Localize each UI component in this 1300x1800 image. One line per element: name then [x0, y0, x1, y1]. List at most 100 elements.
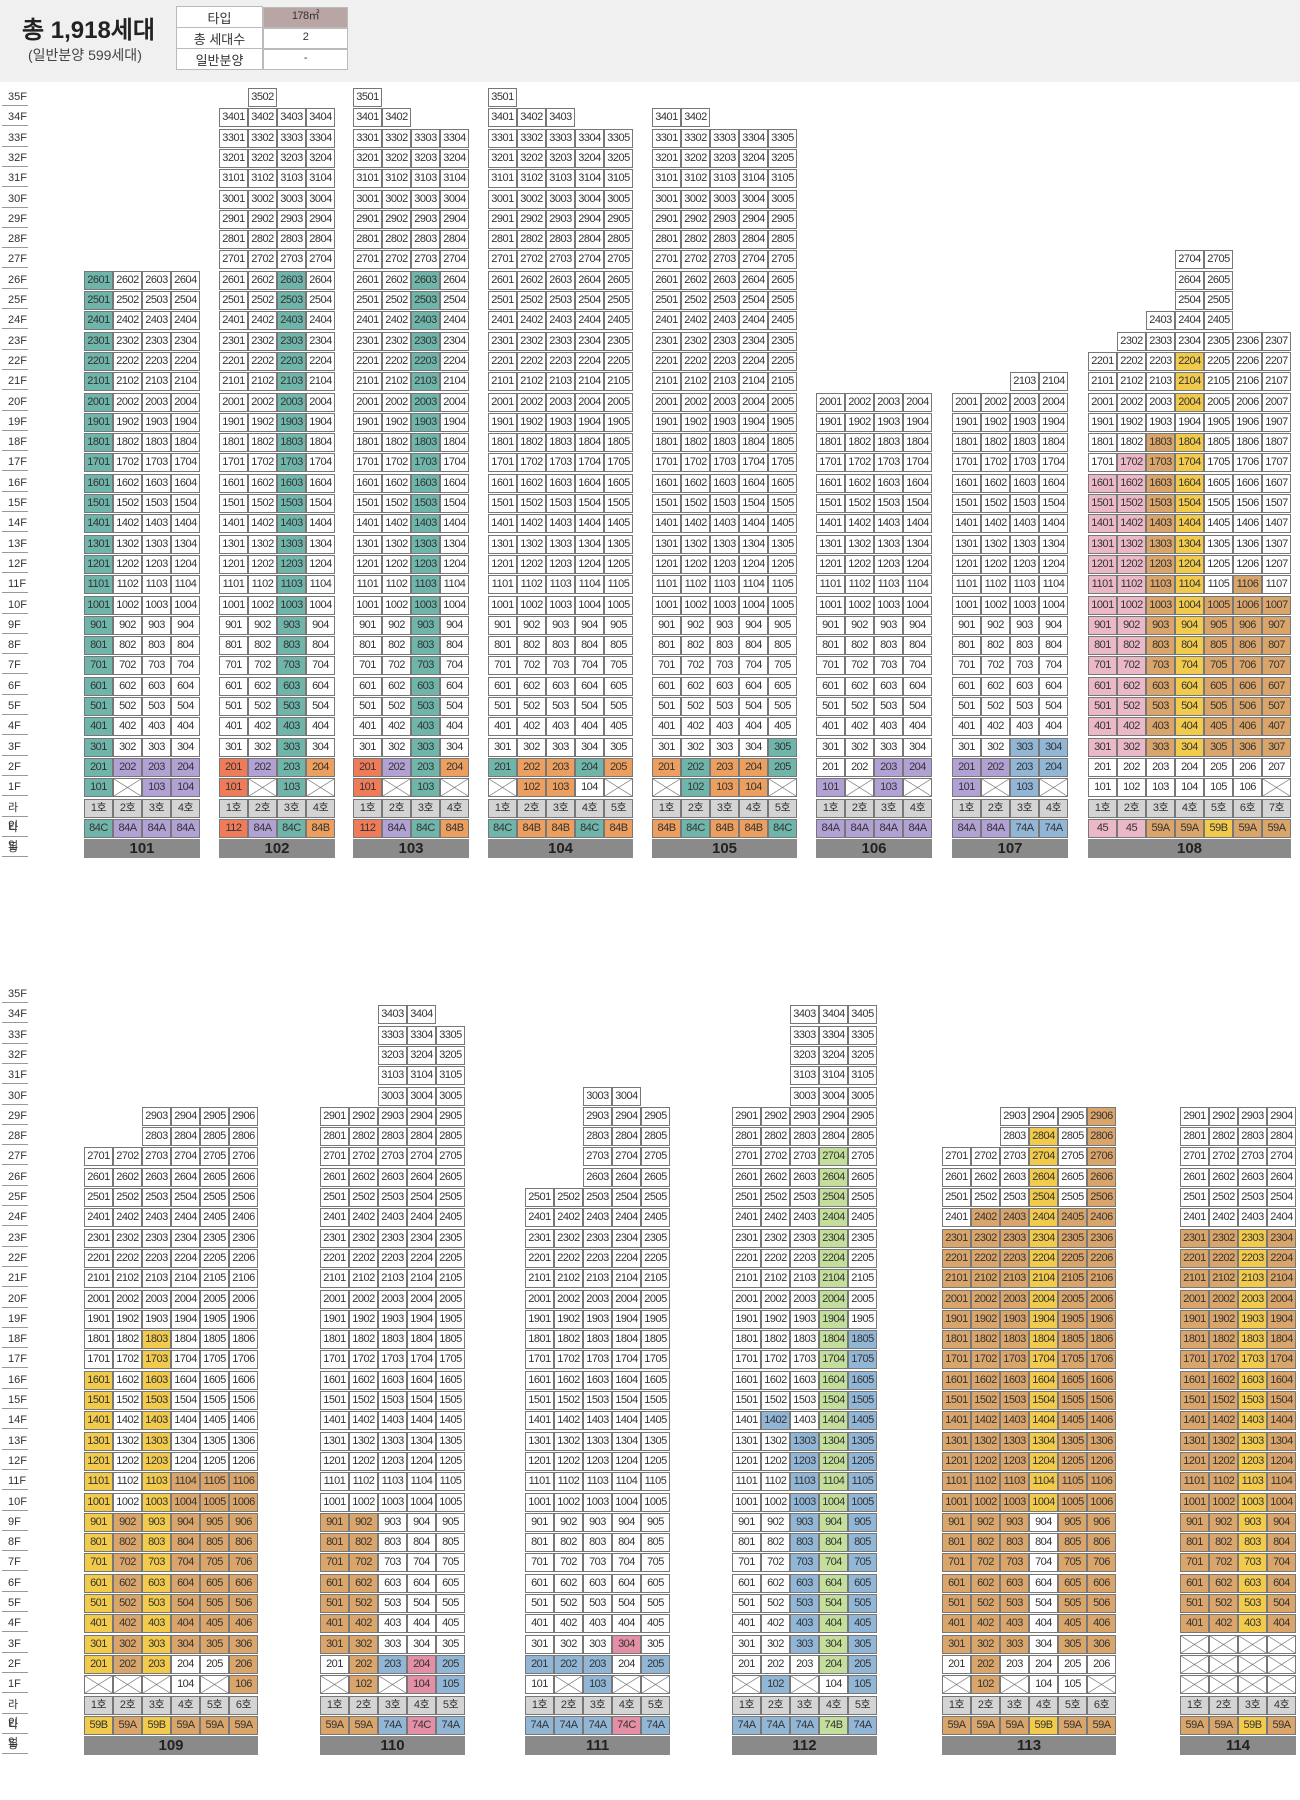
unit-cell: 603 — [378, 1573, 407, 1593]
unit-cell: 2303 — [142, 1228, 171, 1248]
unit-cell: 605 — [436, 1573, 465, 1593]
unit-cell: 502 — [761, 1594, 790, 1613]
unit-cell: 604 — [1029, 1573, 1058, 1593]
unit-cell: 104 — [1175, 778, 1204, 798]
unit-cell: 301 — [488, 737, 517, 757]
building-number: 111 — [525, 1736, 670, 1756]
unit-cell: 704 — [739, 656, 768, 676]
unit-cell: 1505 — [1058, 1391, 1087, 1410]
unit-cell: 1903 — [277, 412, 306, 432]
unit-cell: 2202 — [1209, 1248, 1238, 1268]
unit-cell: 1607 — [1262, 473, 1291, 493]
unit-cell: 2404 — [171, 311, 200, 331]
unit-cell — [1180, 1634, 1209, 1654]
floor-label: 29F — [2, 1107, 28, 1125]
unit-cell: 2003 — [1238, 1289, 1267, 1309]
floor-label: 14F — [2, 1411, 28, 1430]
unit-cell: 2005 — [768, 392, 797, 412]
unit-cell: 3105 — [604, 169, 633, 189]
unit-cell: 503 — [142, 697, 171, 716]
unit-cell: 1703 — [1000, 1350, 1029, 1370]
unit-cell: 2304 — [1267, 1228, 1296, 1248]
unit-cell: 3301 — [652, 128, 681, 148]
unit-cell: 1402 — [113, 1411, 142, 1431]
unit-cell: 405 — [1058, 1614, 1087, 1634]
unit-cell: 2403 — [277, 311, 306, 331]
unit-cell: 204 — [306, 757, 335, 777]
unit-cell: 2903 — [378, 1106, 407, 1126]
unit-cell: 2404 — [575, 311, 604, 331]
unit-cell: 2404 — [171, 1208, 200, 1228]
unit-cell: 504 — [739, 697, 768, 716]
line-label: 3호 — [142, 1695, 171, 1715]
unit-cell: 1205 — [200, 1451, 229, 1471]
unit-cell: 2104 — [739, 372, 768, 392]
unit-cell: 1002 — [349, 1492, 378, 1512]
unit-cell: 2304 — [612, 1228, 641, 1248]
unit-cell: 505 — [1058, 1594, 1087, 1613]
unit-cell: 1201 — [816, 554, 845, 574]
unit-cell: 2904 — [306, 209, 335, 229]
building-number: 112 — [732, 1736, 877, 1756]
line-label: 3호 — [411, 798, 440, 818]
unit-cell: 1202 — [382, 554, 411, 574]
unit-cell: 804 — [575, 636, 604, 656]
unit-cell: 2403 — [378, 1208, 407, 1228]
unit-cell: 1303 — [378, 1431, 407, 1451]
unit-cell: 305 — [1204, 737, 1233, 757]
unit-cell: 804 — [1029, 1533, 1058, 1553]
unit-cell: 503 — [1238, 1594, 1267, 1613]
unit-cell — [1209, 1654, 1238, 1674]
unit-cell: 2305 — [1204, 331, 1233, 351]
line-label: 6호 — [1087, 1695, 1116, 1715]
unit-cell: 1802 — [761, 1330, 790, 1350]
unit-cell: 501 — [320, 1594, 349, 1613]
unit-cell: 2001 — [84, 1289, 113, 1309]
unit-cell: 403 — [583, 1614, 612, 1634]
unit-cell: 1006 — [229, 1492, 258, 1512]
unit-cell: 2903 — [277, 209, 306, 229]
unit-cell: 1303 — [142, 534, 171, 554]
unit-cell: 702 — [113, 1553, 142, 1573]
unit-cell: 2002 — [1117, 392, 1146, 412]
unit-cell: 1902 — [248, 412, 277, 432]
unit-cell: 2405 — [604, 311, 633, 331]
unit-cell: 701 — [942, 1553, 971, 1573]
unit-cell: 3002 — [248, 189, 277, 209]
unit-cell: 2603 — [142, 1167, 171, 1187]
unit-cell: 202 — [554, 1654, 583, 1674]
floor-label: 26F — [2, 1168, 28, 1186]
unit-cell: 2304 — [739, 331, 768, 351]
unit-cell: 2303 — [1000, 1228, 1029, 1248]
unit-cell: 2301 — [84, 331, 113, 351]
axis-row-label: 라인 — [2, 1696, 28, 1729]
unit-cell: 1902 — [382, 412, 411, 432]
unit-cell: 1902 — [113, 412, 142, 432]
unit-cell: 707 — [1262, 656, 1291, 676]
unit-cell: 1701 — [353, 453, 382, 473]
unit-cell: 305 — [641, 1634, 670, 1654]
floor-label: 5F — [2, 697, 28, 715]
unit-cell: 801 — [488, 636, 517, 656]
line-type-label: 59A — [1209, 1715, 1238, 1735]
unit-cell: 1305 — [604, 534, 633, 554]
unit-cell: 402 — [248, 717, 277, 737]
unit-cell: 104 — [739, 778, 768, 798]
unit-cell: 705 — [1204, 656, 1233, 676]
unit-cell: 1202 — [1117, 554, 1146, 574]
unit-cell: 2303 — [583, 1228, 612, 1248]
unit-cell: 2203 — [142, 351, 171, 371]
unit-cell: 3004 — [407, 1086, 436, 1106]
unit-cell: 2202 — [113, 351, 142, 371]
line-type-label: 74C — [612, 1715, 641, 1735]
unit-cell: 905 — [641, 1512, 670, 1532]
unit-cell: 903 — [378, 1512, 407, 1532]
line-type-label: 74A — [554, 1715, 583, 1735]
unit-cell: 1702 — [248, 453, 277, 473]
unit-cell: 2103 — [1238, 1269, 1267, 1289]
row-label: 타입 — [176, 6, 263, 28]
unit-cell: 2102 — [761, 1269, 790, 1289]
unit-cell: 2602 — [761, 1167, 790, 1187]
unit-cell: 403 — [1000, 1614, 1029, 1634]
unit-cell: 1205 — [1204, 554, 1233, 574]
